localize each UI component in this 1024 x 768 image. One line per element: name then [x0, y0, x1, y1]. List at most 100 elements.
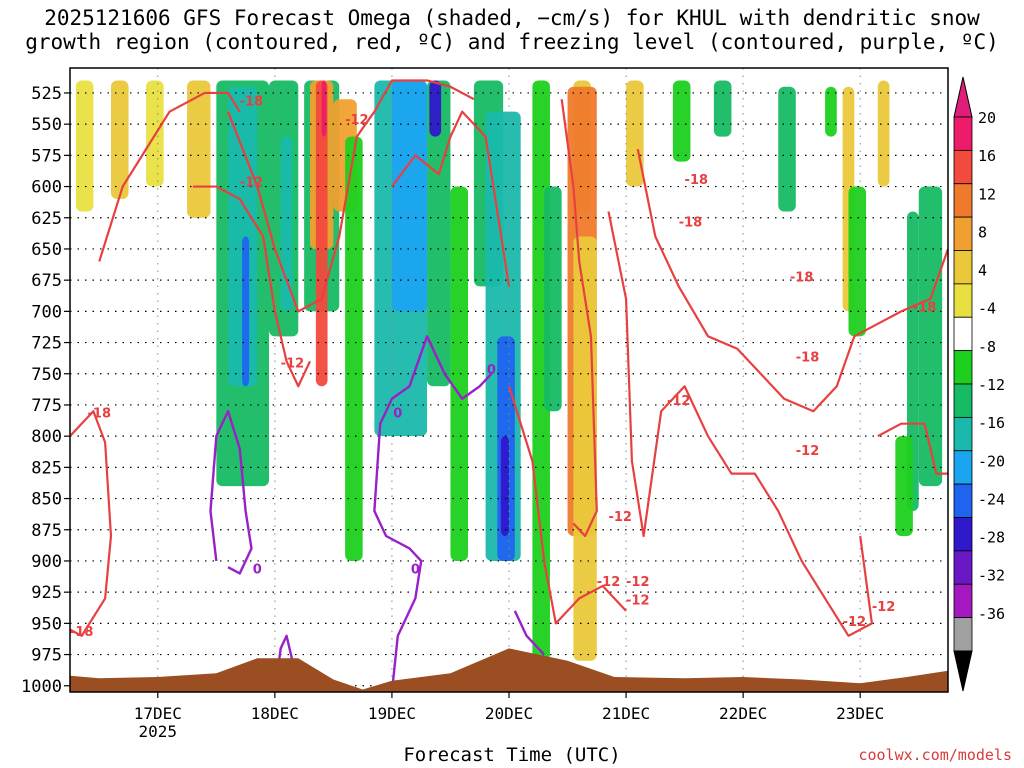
y-tick-label-7: 700	[31, 302, 62, 322]
colorbar-label-1: 16	[978, 147, 996, 165]
snow-contour-label-7: -18	[685, 173, 709, 188]
snow-growth-contour-7	[607, 211, 874, 637]
omega-shade-19	[450, 186, 469, 561]
y-tick-label-19: 1000	[21, 677, 62, 697]
snow-contour-label-12: -12	[796, 444, 820, 459]
y-tick-label-4: 625	[31, 209, 62, 229]
snow-contour-label-2: -12	[240, 176, 264, 191]
x-axis-label: Forecast Time (UTC)	[403, 744, 621, 766]
omega-shade-38	[895, 436, 913, 536]
colorbar-swatch-7	[953, 350, 973, 385]
snow-contour-label-16: -12	[872, 600, 896, 615]
y-tick-label-0: 525	[31, 84, 62, 104]
colorbar-swatch-13	[953, 550, 973, 585]
title-line-2: growth region (contoured, red, ºC) and f…	[25, 30, 999, 54]
snow-growth-contour-10	[560, 99, 598, 538]
colorbar-label-12: -32	[978, 567, 1005, 585]
freezing-contour-0	[209, 410, 253, 575]
omega-shade-31	[713, 80, 732, 137]
omega-shade-14	[345, 136, 363, 561]
colorbar-label-13: -36	[978, 605, 1005, 623]
snow-growth-contour-5	[373, 79, 475, 113]
omega-shade-32	[778, 86, 796, 212]
y-tick-label-9: 750	[31, 365, 62, 385]
snow-growth-contour-4	[391, 110, 511, 287]
snow-contour-label-5: -18	[790, 270, 814, 285]
chart-title: 2025121606 GFS Forecast Omega (shaded, −…	[0, 6, 1024, 54]
omega-shade-3	[187, 80, 211, 218]
y-tick-label-11: 800	[31, 427, 62, 447]
omega-shade-18	[429, 80, 442, 137]
snow-contour-label-8: -12	[608, 510, 632, 525]
freezing-contour-label-1: 0	[411, 562, 420, 577]
colorbar-label-9: -20	[978, 452, 1005, 470]
omega-shade-35	[848, 186, 867, 337]
omega-shade-12	[321, 80, 327, 137]
colorbar-swatch-14	[953, 583, 973, 619]
credit-link[interactable]: coolwx.com/models	[858, 746, 1012, 764]
title-line-1: 2025121606 GFS Forecast Omega (shaded, −…	[44, 6, 980, 30]
snow-contour-label-14: -12	[626, 575, 650, 590]
omega-shade-30	[672, 80, 691, 162]
freezing-contour-label-3: 0	[487, 363, 496, 378]
snow-contour-label-18: -18	[913, 300, 937, 315]
y-tick-label-12: 825	[31, 458, 62, 478]
colorbar-bottom-arrow	[953, 650, 973, 692]
snow-contour-label-3: -12	[345, 113, 369, 128]
x-tick-label-3: 20DEC	[485, 704, 533, 723]
colorbar-swatch-2	[953, 183, 973, 218]
colorbar-label-8: -16	[978, 414, 1005, 432]
omega-shade-25	[544, 186, 562, 412]
colorbar-swatch-4	[953, 250, 973, 285]
plot-layer: -18-18-12-12-18-18-12-18-12-18-12-18-12-…	[70, 68, 948, 692]
omega-shade-1	[110, 80, 129, 200]
colorbar-swatch-9	[953, 416, 973, 452]
omega-shade-11	[315, 80, 328, 387]
colorbar-swatch-10	[953, 450, 973, 485]
omega-shade-16	[391, 80, 428, 312]
snow-contour-label-13: -12	[597, 575, 621, 590]
y-tick-label-5: 650	[31, 240, 62, 260]
omega-shade-0	[75, 80, 94, 212]
colorbar-swatch-3	[953, 216, 973, 251]
snow-contour-label-15: -12	[626, 594, 650, 609]
x-year-label: 2025	[139, 722, 178, 741]
x-tick-label-5: 22DEC	[719, 704, 767, 723]
snow-growth-contour-2	[192, 185, 311, 388]
y-tick-label-10: 775	[31, 396, 62, 416]
freezing-contour-label-2: 0	[393, 406, 402, 421]
snow-growth-contour-0	[70, 410, 113, 637]
colorbar-label-5: -4	[978, 300, 996, 318]
omega-shade-33	[825, 86, 837, 137]
x-tick-label-1: 18DEC	[251, 704, 299, 723]
y-tick-label-2: 575	[31, 146, 62, 166]
snow-contour-label-6: -12	[281, 357, 305, 372]
snow-growth-contour-6	[507, 385, 627, 625]
x-tick-label-4: 21DEC	[602, 704, 650, 723]
colorbar-label-4: 4	[978, 262, 987, 280]
snow-contour-label-1: -18	[240, 94, 264, 109]
colorbar-swatch-8	[953, 383, 973, 418]
colorbar-swatch-1	[953, 149, 973, 185]
snow-growth-contour-1	[98, 91, 241, 262]
x-tick-label-0: 17DEC	[134, 704, 182, 723]
y-tick-label-6: 675	[31, 271, 62, 291]
colorbar-label-11: -28	[978, 529, 1005, 547]
snow-contour-label-4: -18	[679, 215, 703, 230]
colorbar-label-3: 8	[978, 223, 987, 241]
colorbar-swatch-6	[953, 316, 973, 352]
snow-growth-contour-3	[227, 111, 376, 313]
snow-contour-label-0: -18	[88, 406, 112, 421]
y-tick-label-13: 850	[31, 490, 62, 510]
y-tick-label-15: 900	[31, 552, 62, 572]
colorbar-label-0: 20	[978, 109, 996, 127]
colorbar-swatch-0	[953, 116, 973, 151]
colorbar-label-2: 12	[978, 185, 996, 203]
y-tick-label-8: 725	[31, 334, 62, 354]
colorbar-swatch-5	[953, 283, 973, 318]
colorbar-label-10: -24	[978, 490, 1005, 508]
y-tick-label-18: 975	[31, 646, 62, 666]
snow-contour-label-11: -18	[70, 625, 94, 640]
freezing-contour-label-0: 0	[253, 562, 262, 577]
snow-contour-label-9: -18	[796, 350, 820, 365]
